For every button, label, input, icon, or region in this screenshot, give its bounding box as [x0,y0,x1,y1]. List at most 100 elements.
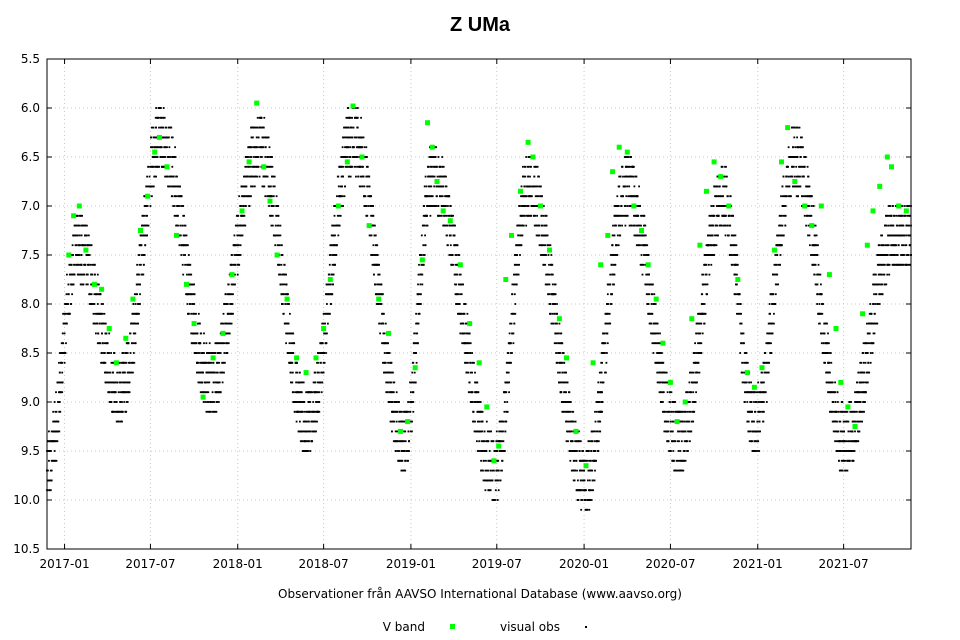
visual-obs-point [717,214,720,217]
visual-obs-point [181,263,184,266]
visual-obs-point [257,165,260,168]
visual-obs-point [672,410,675,413]
visual-obs-point [298,391,301,394]
visual-obs-point [121,391,124,394]
visual-obs-point [217,381,220,384]
visual-obs-point [671,430,674,433]
visual-obs-point [630,156,632,158]
visual-obs-point [466,371,468,374]
visual-obs-point [48,489,51,492]
visual-obs-point [261,185,264,188]
visual-obs-point [364,195,367,198]
visual-obs-point [235,254,238,256]
visual-obs-point [305,430,308,433]
visual-obs-point [608,312,611,315]
visual-obs-point [426,195,429,198]
visual-obs-point [651,312,654,315]
visual-obs-point [612,263,615,266]
visual-obs-point [200,391,203,394]
visual-obs-point [415,342,417,345]
visual-obs-point [434,165,436,168]
visual-obs-point [309,410,311,413]
visual-obs-point [320,352,323,354]
visual-obs-point [103,312,106,315]
visual-obs-point [348,116,351,119]
visual-obs-point [515,273,518,276]
visual-obs-point [471,401,474,403]
visual-obs-point [347,165,350,168]
visual-obs-point [316,391,318,394]
visual-obs-point [174,195,176,198]
visual-obs-point [536,195,538,198]
visual-obs-point [538,234,540,237]
visual-obs-point [355,146,358,149]
visual-obs-point [292,391,295,394]
visual-obs-point [309,430,312,433]
visual-obs-point [403,440,406,443]
visual-obs-point [267,136,270,139]
visual-obs-point [479,450,482,452]
visual-obs-point [237,244,240,247]
visual-obs-point [680,430,683,433]
visual-obs-point [369,195,371,198]
visual-obs-point [520,185,523,188]
visual-obs-point [237,234,240,237]
visual-obs-point [570,450,573,452]
visual-obs-point [189,303,192,305]
visual-obs-point [442,224,445,227]
visual-obs-point [549,273,551,276]
visual-obs-point [651,332,653,335]
visual-obs-point [373,224,375,227]
visual-obs-point [408,440,410,443]
visual-obs-point [243,185,245,188]
visual-obs-point [652,342,655,345]
visual-obs-point [644,234,647,237]
visual-obs-point [633,185,636,188]
visual-obs-point [598,401,601,403]
visual-obs-point [508,361,510,364]
visual-obs-point [658,371,661,374]
visual-obs-point [143,195,146,198]
visual-obs-point [544,244,547,247]
visual-obs-point [535,165,538,168]
visual-obs-point [98,312,101,315]
visual-obs-point [553,293,556,296]
visual-obs-point [454,244,456,247]
visual-obs-point [86,224,88,227]
visual-obs-point [332,273,335,276]
visual-obs-point [353,146,355,149]
visual-obs-point [52,430,55,433]
visual-obs-point [626,205,629,207]
visual-obs-point [332,244,334,247]
visual-obs-point [209,371,212,374]
visual-obs-point [252,175,254,178]
visual-obs-point [715,224,717,227]
visual-obs-point [275,195,278,198]
visual-obs-point [610,303,613,305]
visual-obs-point [534,205,537,207]
visual-obs-point [200,332,203,335]
visual-obs-point [267,156,269,158]
visual-obs-point [244,175,247,178]
visual-obs-point [51,459,54,462]
visual-obs-point [684,410,687,413]
visual-obs-point [125,401,128,403]
visual-obs-point [441,195,444,198]
visual-obs-point [274,244,277,247]
visual-obs-point [99,342,101,345]
visual-obs-point [330,234,333,237]
visual-obs-point [173,156,176,158]
visual-obs-point [236,234,239,237]
visual-obs-point [58,430,61,433]
visual-obs-point [208,381,211,384]
visual-obs-point [634,214,637,217]
visual-obs-point [277,224,280,227]
visual-obs-point [524,165,527,168]
visual-obs-point [487,459,490,462]
visual-obs-point [132,303,135,305]
visual-obs-point [689,440,691,443]
visual-obs-point [172,175,175,178]
visual-obs-point [138,303,140,305]
visual-obs-point [331,234,334,237]
visual-obs-point [463,303,466,305]
